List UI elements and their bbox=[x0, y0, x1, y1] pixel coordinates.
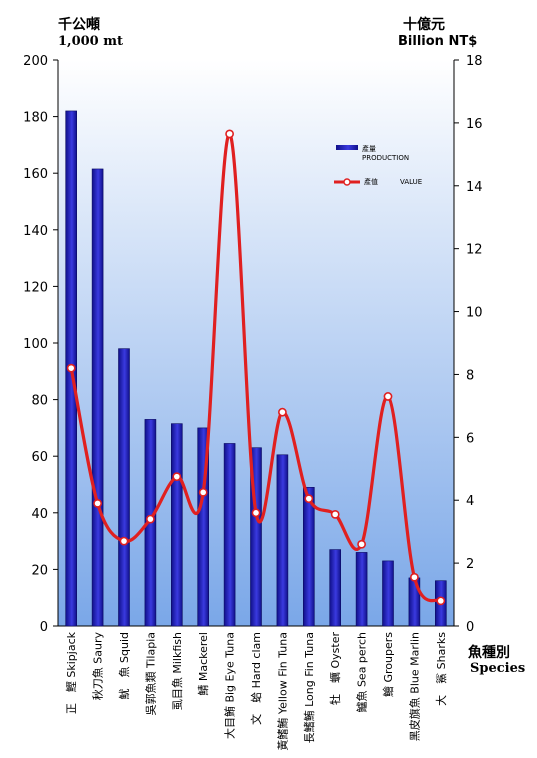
legend-production-zh: 產量 bbox=[362, 144, 376, 153]
value-point bbox=[93, 498, 102, 508]
value-point bbox=[66, 363, 76, 373]
left-tick-label: 0 bbox=[40, 620, 48, 635]
right-tick-label: 16 bbox=[466, 117, 483, 132]
legend-value-zh: 產值 bbox=[364, 177, 378, 186]
category-label: 鱸魚 Sea perch bbox=[355, 632, 369, 713]
value-point bbox=[251, 508, 261, 518]
category-label: 秋刀魚 Saury bbox=[91, 632, 105, 701]
production-bar bbox=[171, 423, 183, 627]
value-point bbox=[277, 407, 287, 417]
production-bar bbox=[302, 487, 315, 627]
legend-production-en: PRODUCTION bbox=[362, 154, 409, 162]
value-point bbox=[225, 129, 234, 139]
right-y-axis: 0 2 4 6 8 10 12 14 16 18 bbox=[453, 54, 483, 635]
category-label: 黃鰭鮪 Yellow Fin Tuna bbox=[275, 632, 289, 751]
category-label: 鱠 Groupers bbox=[381, 632, 395, 697]
left-tick-label: 180 bbox=[23, 111, 48, 126]
x-axis-label-zh: 魚種別 bbox=[468, 645, 510, 661]
left-tick-label: 120 bbox=[23, 280, 48, 295]
value-point bbox=[172, 472, 182, 482]
value-line bbox=[66, 129, 446, 606]
right-tick-label: 12 bbox=[466, 243, 483, 258]
right-tick-label: 2 bbox=[466, 557, 474, 572]
production-bar bbox=[355, 552, 368, 627]
legend-line-marker bbox=[343, 178, 351, 186]
production-bar bbox=[197, 427, 209, 627]
right-tick-label: 0 bbox=[466, 620, 474, 635]
category-label: 長鰭鮪 Long Fin Tuna bbox=[302, 632, 316, 743]
right-tick-label: 4 bbox=[466, 494, 474, 509]
left-axis-unit-en: 1,000 mt bbox=[58, 34, 123, 49]
right-tick-label: 10 bbox=[466, 306, 483, 321]
category-label: 正 鰹 Skipjack bbox=[64, 631, 78, 714]
left-tick-label: 80 bbox=[31, 394, 48, 409]
value-point bbox=[119, 536, 129, 546]
value-point bbox=[198, 487, 208, 497]
category-label: 魷 魚 Squid bbox=[117, 632, 131, 699]
category-label: 大目鮪 Big Eye Tuna bbox=[223, 632, 237, 739]
legend-bar-swatch bbox=[336, 145, 358, 150]
production-bar bbox=[276, 454, 289, 627]
value-point bbox=[436, 596, 446, 606]
value-point bbox=[145, 514, 155, 524]
category-label: 大 鯊 Sharks bbox=[434, 632, 448, 706]
left-tick-label: 200 bbox=[23, 54, 48, 69]
production-bar bbox=[329, 549, 342, 627]
value-point bbox=[357, 539, 366, 549]
category-label: 鯖 Mackerel bbox=[196, 632, 210, 696]
left-tick-label: 20 bbox=[31, 563, 48, 578]
category-label: 牡 蠣 Oyster bbox=[328, 632, 342, 705]
category-label: 虱目魚 Milkfish bbox=[171, 632, 184, 710]
left-tick-label: 160 bbox=[23, 167, 48, 182]
right-axis-unit-en: Billion NT$ bbox=[398, 34, 478, 49]
production-bar bbox=[91, 168, 104, 627]
left-axis-unit-zh: 千公噸 bbox=[58, 17, 100, 33]
value-point bbox=[383, 392, 393, 401]
right-tick-label: 14 bbox=[466, 180, 483, 195]
x-axis-label-en: Species bbox=[470, 661, 526, 676]
category-label: 黑皮旗魚 Blue Marlin bbox=[407, 632, 421, 741]
right-axis-unit-zh: 十億元 bbox=[403, 17, 445, 33]
right-tick-label: 6 bbox=[466, 431, 474, 446]
legend-value-en: VALUE bbox=[400, 178, 422, 186]
left-tick-label: 100 bbox=[23, 337, 48, 352]
left-y-axis: 0 20 40 60 80 100 120 140 160 180 200 bbox=[23, 54, 454, 635]
right-tick-label: 18 bbox=[466, 54, 483, 69]
right-tick-label: 8 bbox=[466, 368, 474, 383]
value-point bbox=[304, 494, 314, 504]
production-bar bbox=[223, 443, 236, 627]
production-bar bbox=[118, 348, 130, 627]
category-label: 文 蛤 Hard clam bbox=[249, 632, 263, 725]
category-label: 吳郭魚類 Tilapia bbox=[144, 632, 157, 716]
value-point bbox=[330, 509, 340, 519]
production-bar bbox=[250, 447, 262, 627]
category-labels: 正 鰹 Skipjack 秋刀魚 Saury 魷 魚 Squid 吳郭魚類 Tilap… bbox=[64, 631, 448, 750]
left-tick-label: 60 bbox=[31, 450, 48, 465]
value-point bbox=[409, 572, 419, 582]
left-tick-label: 140 bbox=[23, 224, 48, 239]
production-bar bbox=[382, 560, 394, 627]
left-tick-label: 40 bbox=[31, 507, 48, 522]
